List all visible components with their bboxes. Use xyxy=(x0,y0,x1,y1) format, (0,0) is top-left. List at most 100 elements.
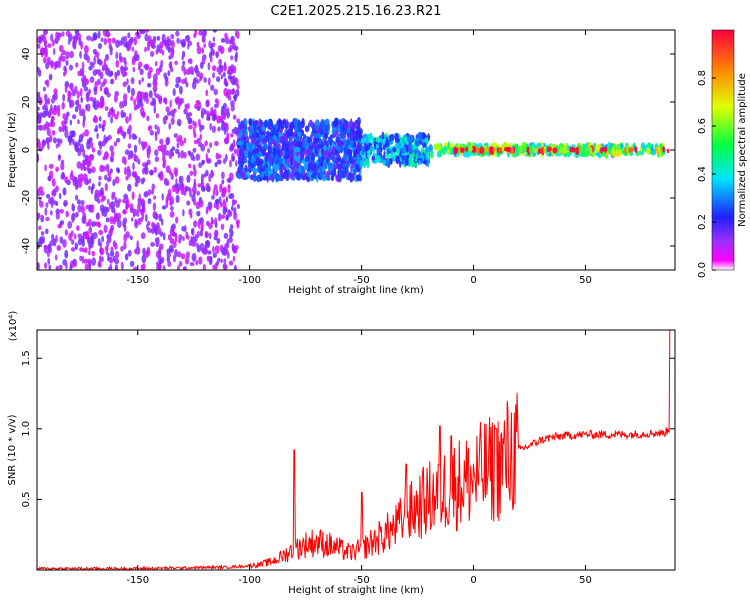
heatmap-cell xyxy=(107,37,112,44)
heatmap-cell xyxy=(168,244,174,252)
heatmap-cell xyxy=(176,137,181,143)
heatmap-cell xyxy=(214,262,218,270)
heatmap-cell xyxy=(256,126,261,131)
heatmap-cell xyxy=(154,149,159,157)
bottom-plot-frame xyxy=(36,329,676,571)
heatmap-cell xyxy=(81,61,85,70)
heatmap-cell xyxy=(227,95,232,101)
heatmap-cell xyxy=(228,260,234,266)
heatmap-cell xyxy=(212,36,216,42)
heatmap-cell xyxy=(634,146,638,154)
heatmap-cell xyxy=(343,153,348,161)
heatmap-cell xyxy=(109,250,115,257)
heatmap-cell xyxy=(300,152,304,158)
heatmap-cell xyxy=(227,75,233,80)
heatmap-cell xyxy=(144,166,147,173)
heatmap-cell xyxy=(209,122,212,131)
heatmap-cell xyxy=(174,148,180,154)
heatmap-cell xyxy=(71,239,75,245)
heatmap-cell xyxy=(188,208,193,216)
heatmap-cell xyxy=(141,77,144,83)
heatmap-cell xyxy=(72,40,76,49)
heatmap-cell xyxy=(120,36,126,45)
heatmap-cell xyxy=(536,142,542,148)
heatmap-cell xyxy=(234,54,238,63)
heatmap-cell xyxy=(50,119,54,125)
heatmap-cell xyxy=(167,234,172,241)
heatmap-cell xyxy=(155,250,161,259)
heatmap-cell xyxy=(92,232,98,239)
heatmap-cell xyxy=(149,169,154,176)
heatmap-cell xyxy=(103,64,107,71)
heatmap-cell xyxy=(410,160,415,168)
heatmap-cell xyxy=(350,133,353,142)
heatmap-cell xyxy=(91,250,96,257)
heatmap-cell xyxy=(138,91,143,97)
heatmap-cell xyxy=(247,151,252,161)
heatmap-cell xyxy=(139,68,144,76)
heatmap-cell xyxy=(205,89,209,97)
y-tick-label: -20 xyxy=(21,190,32,206)
heatmap-cell xyxy=(450,142,454,149)
heatmap-cell xyxy=(101,124,105,132)
heatmap-cell xyxy=(195,242,199,248)
heatmap-cell xyxy=(127,84,131,94)
heatmap-cell xyxy=(198,199,204,208)
heatmap-cell xyxy=(66,111,70,117)
heatmap-cell xyxy=(180,253,186,260)
heatmap-cell xyxy=(230,133,234,138)
heatmap-cell xyxy=(245,135,250,145)
heatmap-cell xyxy=(267,170,272,178)
heatmap-cell xyxy=(263,119,269,128)
heatmap-cell xyxy=(138,137,141,146)
heatmap-cell xyxy=(85,92,90,102)
heatmap-cell xyxy=(134,248,138,254)
heatmap-cell xyxy=(112,179,116,187)
snr-line xyxy=(37,330,671,570)
heatmap-cell xyxy=(256,174,260,183)
heatmap-cell xyxy=(236,148,241,157)
heatmap-cell xyxy=(80,205,86,214)
heatmap-cell xyxy=(144,33,149,42)
heatmap-cell xyxy=(371,135,375,143)
heatmap-cell xyxy=(84,263,89,270)
heatmap-cell xyxy=(136,176,141,184)
heatmap-cell xyxy=(274,164,279,173)
heatmap-cell xyxy=(244,158,248,164)
heatmap-cell xyxy=(114,176,120,184)
heatmap-cell xyxy=(205,220,210,227)
heatmap-cell xyxy=(144,30,150,33)
heatmap-cell xyxy=(177,104,181,110)
heatmap-cell xyxy=(232,114,237,120)
heatmap-cell xyxy=(82,159,86,167)
heatmap-cell xyxy=(406,159,409,166)
heatmap-cell xyxy=(280,121,283,129)
heatmap-cell xyxy=(395,149,400,154)
heatmap-cell xyxy=(205,206,209,212)
heatmap-cell xyxy=(107,198,110,205)
heatmap-cell xyxy=(44,207,48,216)
heatmap-cell xyxy=(254,120,258,126)
heatmap-cell xyxy=(61,31,65,37)
heatmap-cell xyxy=(60,220,65,226)
heatmap-cell xyxy=(217,257,221,263)
heatmap-cell xyxy=(103,134,106,143)
heatmap-cell xyxy=(172,88,176,97)
heatmap-cell xyxy=(89,242,94,249)
heatmap-cell xyxy=(170,33,175,40)
heatmap-cell xyxy=(565,145,571,151)
heatmap-cell xyxy=(67,221,73,229)
heatmap-cell xyxy=(89,61,94,67)
heatmap-cell xyxy=(77,238,83,246)
heatmap-cell xyxy=(222,247,227,256)
heatmap-cell xyxy=(165,106,170,113)
heatmap-cell xyxy=(58,154,61,162)
heatmap-cell xyxy=(91,257,96,266)
heatmap-cell xyxy=(255,132,259,139)
heatmap-cell xyxy=(250,174,254,181)
heatmap-cell xyxy=(45,137,51,144)
heatmap-cell xyxy=(267,166,272,172)
heatmap-cell xyxy=(347,173,352,181)
heatmap-cell xyxy=(183,266,187,270)
heatmap-cell xyxy=(349,156,354,164)
